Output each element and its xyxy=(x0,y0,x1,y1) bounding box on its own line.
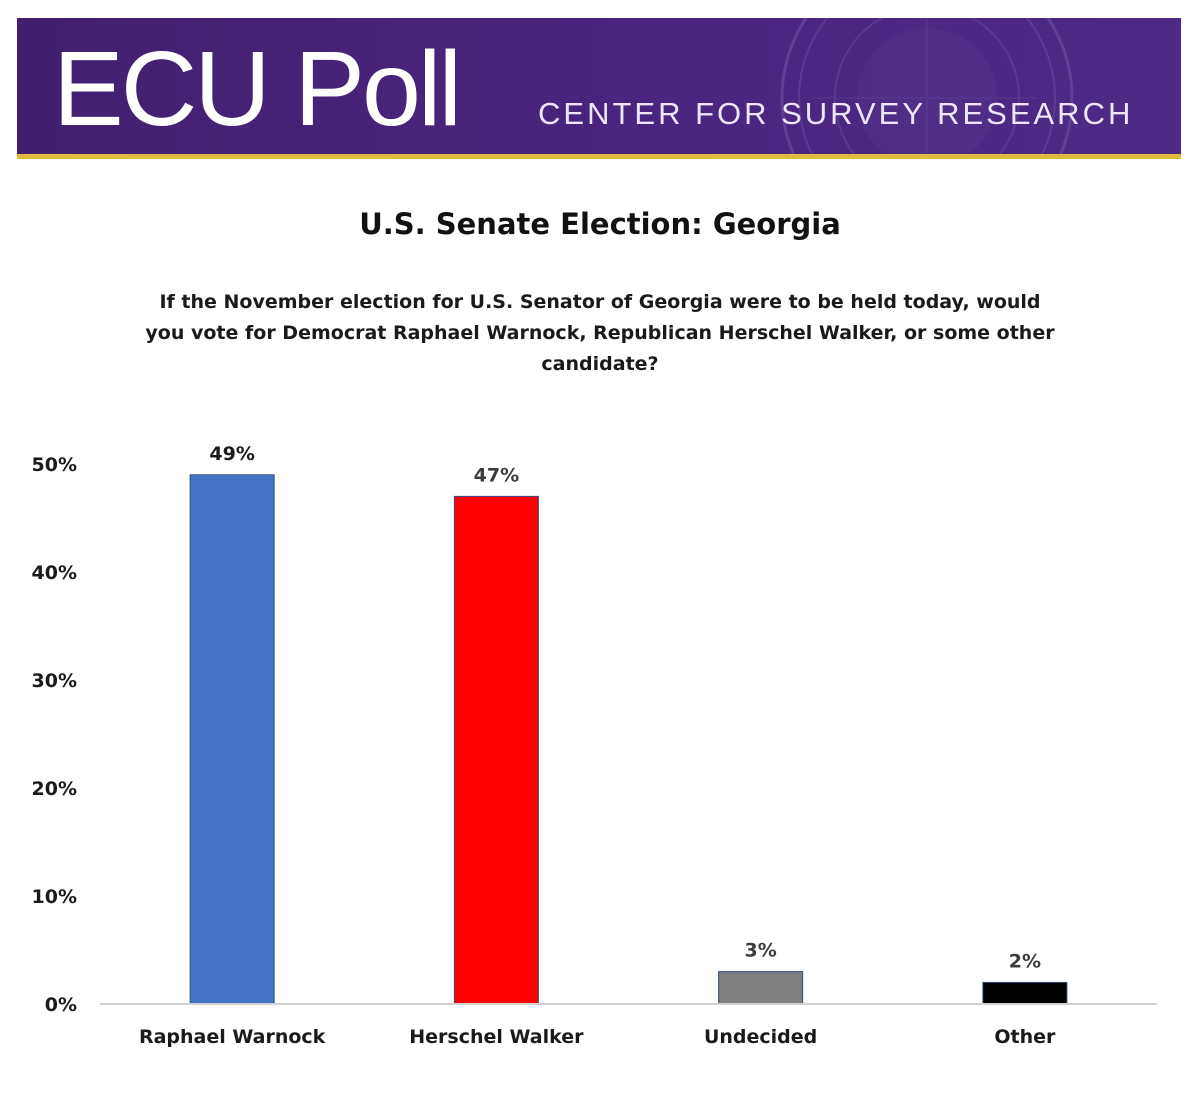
banner-gold-stripe xyxy=(17,154,1181,159)
category-label: Herschel Walker xyxy=(409,1026,584,1048)
bar-value-label: 3% xyxy=(744,940,776,962)
chart-title: U.S. Senate Election: Georgia xyxy=(359,207,841,241)
bar-chart: 0% 10% 20% 30% 40% 50% 49% 47% 3% 2% Raphael War… xyxy=(32,443,1157,1048)
y-tick-label: 10% xyxy=(32,886,77,908)
y-tick-label: 30% xyxy=(32,670,77,692)
header-banner: ECU Poll CENTER FOR SURVEY RESEARCH xyxy=(17,18,1181,154)
brand-logo-text: ECU Poll xyxy=(53,30,462,148)
bar xyxy=(453,495,539,1005)
bar-value-label: 49% xyxy=(209,443,254,465)
x-axis: Raphael Warnock Herschel Walker Undecided O… xyxy=(139,1026,1056,1048)
category-label: Undecided xyxy=(704,1026,817,1048)
bar-value-label: 2% xyxy=(1009,950,1041,972)
bar xyxy=(189,474,275,1005)
y-tick-label: 50% xyxy=(32,454,77,476)
bar-value-label: 47% xyxy=(474,464,519,486)
university-seal-watermark xyxy=(780,18,1074,154)
bar xyxy=(982,981,1068,1005)
y-tick-label: 40% xyxy=(32,562,77,584)
y-tick-label: 0% xyxy=(45,994,77,1016)
category-label: Raphael Warnock xyxy=(139,1026,326,1048)
bars: 49% 47% 3% 2% xyxy=(189,443,1068,1005)
category-label: Other xyxy=(994,1026,1056,1048)
brand-subtitle: CENTER FOR SURVEY RESEARCH xyxy=(538,96,1134,131)
y-axis: 0% 10% 20% 30% 40% 50% xyxy=(32,454,77,1016)
y-tick-label: 20% xyxy=(32,778,77,800)
chart-subtitle: If the November election for U.S. Senato… xyxy=(145,291,1055,375)
bar xyxy=(718,971,804,1005)
